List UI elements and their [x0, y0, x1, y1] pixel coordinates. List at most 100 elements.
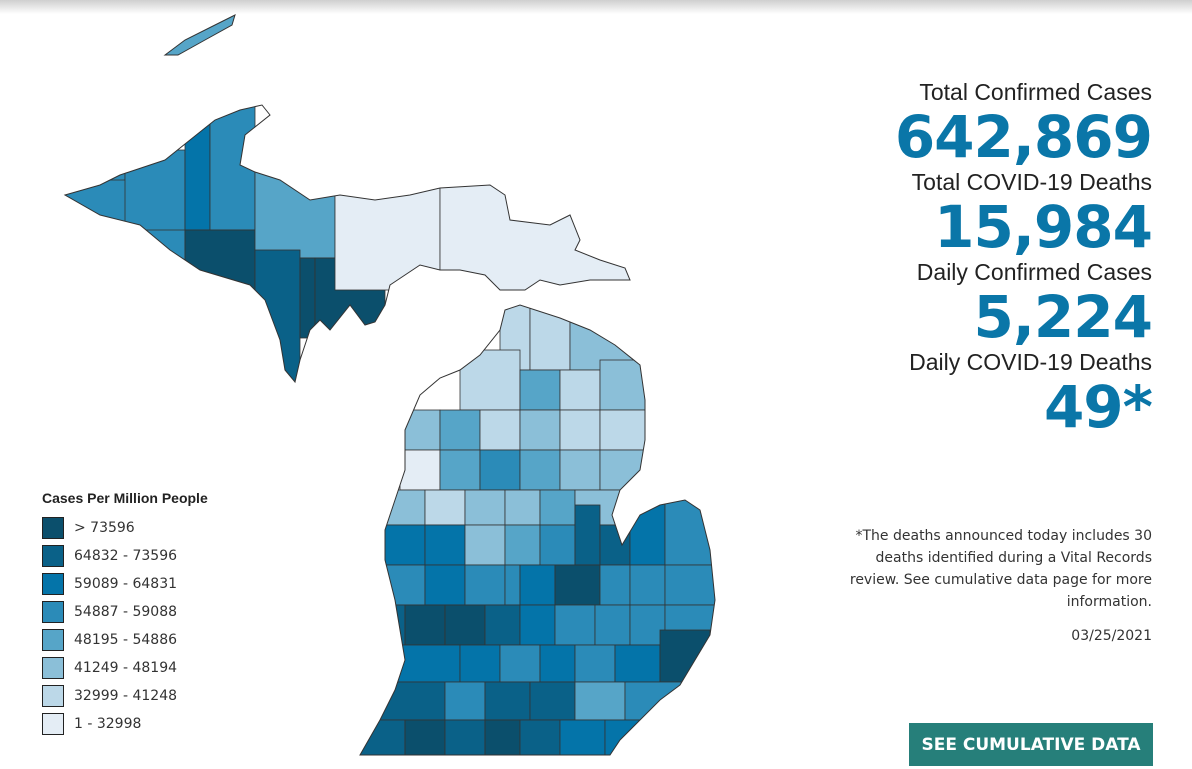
county[interactable] [464, 524, 506, 566]
county[interactable] [599, 409, 651, 451]
county[interactable] [574, 644, 616, 683]
county[interactable] [539, 524, 576, 566]
lower-peninsula-outline [359, 304, 716, 756]
county[interactable] [519, 369, 561, 411]
county[interactable] [379, 524, 426, 566]
county[interactable] [184, 100, 211, 231]
county[interactable] [379, 644, 461, 683]
county[interactable] [599, 564, 631, 606]
legend-item: > 73596 [42, 514, 208, 542]
county[interactable] [629, 564, 666, 606]
county[interactable] [350, 719, 406, 760]
county[interactable] [519, 604, 556, 646]
county[interactable] [484, 681, 531, 721]
total-deaths-label: Total COVID-19 Deaths [911, 169, 1152, 195]
county[interactable] [539, 644, 576, 683]
county[interactable] [399, 409, 441, 451]
county[interactable] [664, 564, 715, 606]
county[interactable] [464, 489, 506, 526]
legend-swatch [42, 629, 64, 651]
legend-item: 64832 - 73596 [42, 542, 208, 570]
county[interactable] [559, 719, 606, 760]
county[interactable] [464, 564, 506, 606]
county[interactable] [254, 159, 336, 259]
county[interactable] [334, 159, 441, 291]
county[interactable] [559, 449, 601, 491]
daily-deaths-value: 49* [1043, 373, 1153, 441]
county[interactable] [659, 629, 711, 683]
county[interactable] [614, 644, 661, 683]
county[interactable] [504, 524, 541, 566]
top-shadow [0, 0, 1192, 14]
county[interactable] [424, 524, 466, 566]
county[interactable] [519, 719, 561, 760]
county[interactable] [479, 449, 521, 491]
isle-royale-county[interactable] [163, 14, 236, 56]
legend-swatch [42, 517, 64, 539]
county[interactable] [444, 719, 486, 760]
county[interactable] [299, 257, 316, 339]
county[interactable] [459, 644, 501, 683]
legend-label: 1 - 32998 [74, 716, 142, 732]
county[interactable] [444, 681, 486, 721]
county[interactable] [399, 449, 441, 491]
county[interactable] [369, 681, 446, 721]
upper-peninsula-outline [63, 104, 631, 384]
county[interactable] [604, 719, 666, 760]
county[interactable] [439, 159, 640, 291]
total-cases-value: 642,869 [894, 103, 1153, 171]
county[interactable] [404, 604, 446, 646]
county[interactable] [499, 644, 541, 683]
legend-swatch [42, 685, 64, 707]
county[interactable] [254, 249, 301, 400]
county[interactable] [484, 604, 521, 646]
county[interactable] [444, 604, 486, 646]
county[interactable] [484, 719, 521, 760]
county[interactable] [629, 604, 666, 646]
stats-panel: Total Confirmed Cases 642,869 Total COVI… [894, 78, 1153, 441]
update-date: 03/25/2021 [1071, 628, 1152, 644]
county[interactable] [554, 564, 601, 606]
county[interactable] [504, 564, 521, 606]
total-cases-label: Total Confirmed Cases [919, 79, 1152, 105]
county[interactable] [554, 604, 596, 646]
county[interactable] [519, 409, 561, 451]
legend-label: 59089 - 64831 [74, 576, 178, 592]
county[interactable] [124, 149, 186, 231]
county[interactable] [184, 229, 256, 291]
county[interactable] [624, 681, 715, 721]
see-cumulative-data-button[interactable]: SEE CUMULATIVE DATA [909, 723, 1153, 766]
legend-swatch [42, 573, 64, 595]
county[interactable] [539, 489, 576, 526]
county[interactable] [629, 499, 666, 566]
legend-item: 1 - 32998 [42, 710, 208, 738]
county[interactable] [424, 489, 466, 526]
legend-label: 41249 - 48194 [74, 660, 178, 676]
county[interactable] [594, 604, 631, 646]
county[interactable] [504, 489, 541, 526]
county[interactable] [439, 409, 481, 451]
county[interactable] [574, 681, 626, 721]
county[interactable] [599, 524, 631, 566]
legend-swatch [42, 657, 64, 679]
legend-label: 64832 - 73596 [74, 548, 178, 564]
county[interactable] [574, 504, 601, 566]
legend-item: 48195 - 54886 [42, 626, 208, 654]
county[interactable] [559, 409, 601, 451]
county[interactable] [379, 489, 426, 526]
county[interactable] [424, 564, 466, 606]
county[interactable] [559, 369, 601, 411]
daily-deaths-label: Daily COVID-19 Deaths [909, 349, 1152, 375]
county[interactable] [529, 681, 576, 721]
county[interactable] [439, 449, 481, 491]
legend-swatch [42, 601, 64, 623]
michigan-county-map[interactable] [0, 0, 760, 769]
county[interactable] [479, 409, 521, 451]
county[interactable] [519, 449, 561, 491]
county[interactable] [569, 300, 651, 371]
county[interactable] [664, 499, 715, 566]
county[interactable] [404, 719, 446, 760]
county[interactable] [519, 564, 556, 606]
county[interactable] [379, 564, 426, 606]
county[interactable] [459, 349, 521, 411]
